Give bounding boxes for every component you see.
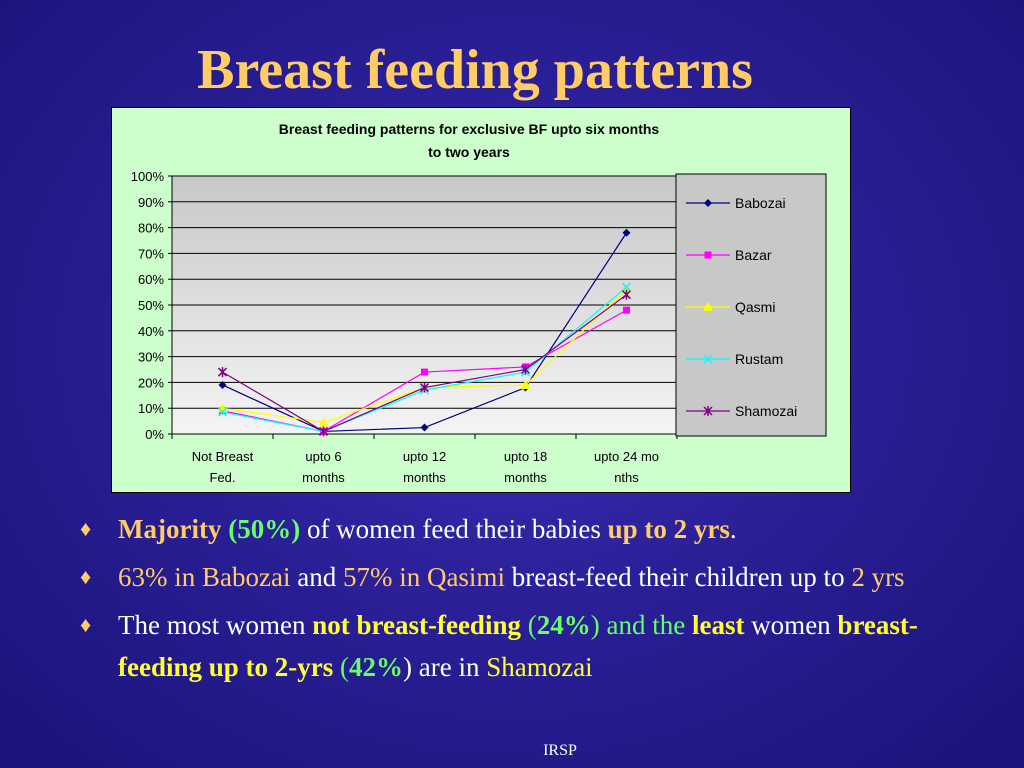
bullet-text: women <box>744 610 838 640</box>
legend-label-shamozai: Shamozai <box>735 403 797 419</box>
chart-title-line2: to two years <box>428 144 510 160</box>
y-tick-label: 100% <box>131 169 165 184</box>
bullet-text: not breast-feeding <box>312 610 521 640</box>
line-chart: Breast feeding patterns for exclusive BF… <box>131 121 827 485</box>
data-point-qasmi <box>318 417 329 427</box>
data-point-babozai <box>622 228 631 237</box>
chart-title-line1: Breast feeding patterns for exclusive BF… <box>279 121 660 137</box>
legend-box <box>675 173 827 437</box>
bullet-text: 2 yrs <box>851 562 905 592</box>
x-tick-label: upto 12 <box>403 449 446 464</box>
y-tick-label: 30% <box>138 350 164 365</box>
bullet-text: ) are in <box>403 652 487 682</box>
legend-marker-bazar <box>704 251 712 259</box>
legend-marker-shamozai <box>703 406 713 416</box>
bullet-text: 63% in Babozai <box>118 562 291 592</box>
bullet-item: ♦ The most women not breast-feeding (24%… <box>80 604 980 688</box>
legend-label-bazar: Bazar <box>735 247 772 263</box>
bullet-text: breast-feed their children up to <box>504 562 852 592</box>
data-point-bazar <box>623 306 630 314</box>
x-tick-label: upto 18 <box>504 449 547 464</box>
data-point-shamozai <box>419 382 430 393</box>
bullet-text: ( <box>333 652 349 682</box>
footer-label: IRSP <box>543 742 577 759</box>
bullet-text: ( <box>520 610 537 640</box>
data-point-shamozai <box>318 426 329 437</box>
diamond-bullet-icon: ♦ <box>80 564 92 589</box>
bullet-text: . <box>729 514 737 544</box>
x-tick-label: months <box>403 470 446 485</box>
data-point-babozai <box>218 380 227 389</box>
x-tick-label: Not Breast <box>192 449 254 464</box>
data-point-qasmi <box>520 379 531 389</box>
y-tick-label: 40% <box>138 324 164 339</box>
diamond-bullet-icon: ♦ <box>80 612 92 637</box>
y-tick-label: 70% <box>138 246 164 261</box>
legend-marker-rustam <box>703 354 713 364</box>
x-tick-label: upto 6 <box>305 449 341 464</box>
bullet-text: and <box>290 562 343 592</box>
y-tick-label: 10% <box>138 401 164 416</box>
y-tick-label: 80% <box>138 221 164 236</box>
legend-marker-babozai <box>704 199 712 207</box>
bullet-text: Majority <box>118 514 222 544</box>
bullet-text: 24% <box>536 610 591 640</box>
data-point-rustam <box>217 407 228 417</box>
legend-label-qasmi: Qasmi <box>735 299 775 315</box>
x-tick-label: upto 24 mo <box>594 449 659 464</box>
x-tick-label: months <box>302 470 345 485</box>
data-point-rustam <box>621 282 632 292</box>
data-point-shamozai <box>621 289 632 300</box>
y-tick-label: 50% <box>138 298 164 313</box>
y-tick-label: 0% <box>145 427 164 442</box>
legend-label-rustam: Rustam <box>735 351 783 367</box>
y-tick-label: 90% <box>138 195 164 210</box>
bullet-text: least <box>691 610 745 640</box>
bullet-text: ) and the <box>590 610 692 640</box>
x-tick-label: Fed. <box>209 470 235 485</box>
bullet-text: breast-feeding up to 2-yrs <box>118 610 918 682</box>
chart-panel: Breast feeding patterns for exclusive BF… <box>111 107 851 493</box>
data-point-shamozai <box>520 364 531 375</box>
bullet-text: 57% in Qasimi <box>342 562 505 592</box>
data-point-babozai <box>420 423 429 432</box>
bullet-text: The most women <box>118 610 313 640</box>
bullet-text: up to 2 yrs <box>607 514 730 544</box>
bullet-item: ♦ 63% in Babozai and 57% in Qasimi breas… <box>80 556 980 598</box>
x-tick-label: months <box>504 470 547 485</box>
bullet-text: Shamozai <box>486 652 593 682</box>
y-tick-label: 20% <box>138 375 164 390</box>
bullet-text: 42% <box>349 652 403 682</box>
slide-title: Breast feeding patterns <box>197 39 753 101</box>
bullet-item: ♦ Majority (50%) of women feed their bab… <box>80 508 980 550</box>
data-point-shamozai <box>217 367 228 378</box>
bullet-text: of women feed their babies <box>306 514 608 544</box>
legend-label-babozai: Babozai <box>735 195 786 211</box>
bullet-list: ♦ Majority (50%) of women feed their bab… <box>80 508 980 694</box>
y-tick-label: 60% <box>138 272 164 287</box>
data-point-bazar <box>421 368 428 376</box>
legend-marker-qasmi <box>703 302 713 311</box>
diamond-bullet-icon: ♦ <box>80 516 92 541</box>
bullet-text: (50%) <box>221 514 307 544</box>
x-tick-label: nths <box>614 470 639 485</box>
